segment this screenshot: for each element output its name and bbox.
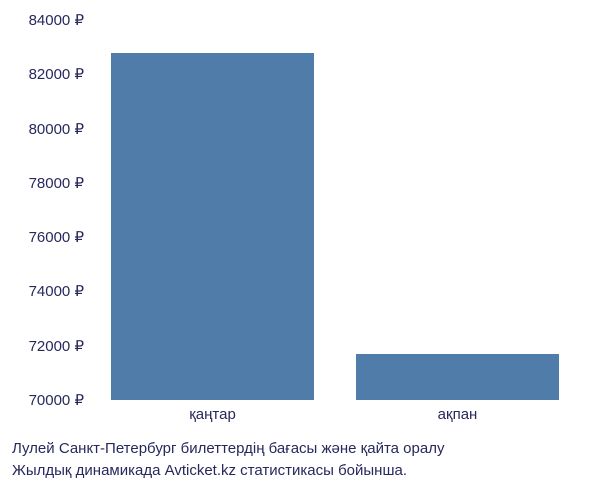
y-tick-label: 72000 ₽ [29, 337, 84, 355]
caption-line-2: Жылдық динамикада Avticket.kz статистика… [12, 462, 407, 479]
chart-caption: Лулей Санкт-Петербург билеттердің бағасы… [12, 438, 596, 482]
bar [111, 53, 314, 400]
y-tick-label: 82000 ₽ [29, 65, 84, 83]
x-tick-label: ақпан [438, 406, 478, 423]
y-tick-label: 80000 ₽ [29, 120, 84, 138]
y-tick-label: 84000 ₽ [29, 11, 84, 29]
y-tick-label: 78000 ₽ [29, 174, 84, 192]
y-tick-label: 70000 ₽ [29, 391, 84, 409]
price-bar-chart: Лулей Санкт-Петербург билеттердің бағасы… [0, 0, 600, 500]
bar [356, 354, 559, 400]
y-tick-label: 76000 ₽ [29, 228, 84, 246]
y-tick-label: 74000 ₽ [29, 282, 84, 300]
caption-line-1: Лулей Санкт-Петербург билеттердің бағасы… [12, 440, 444, 457]
plot-area [90, 20, 580, 400]
x-tick-label: қаңтар [189, 406, 236, 423]
